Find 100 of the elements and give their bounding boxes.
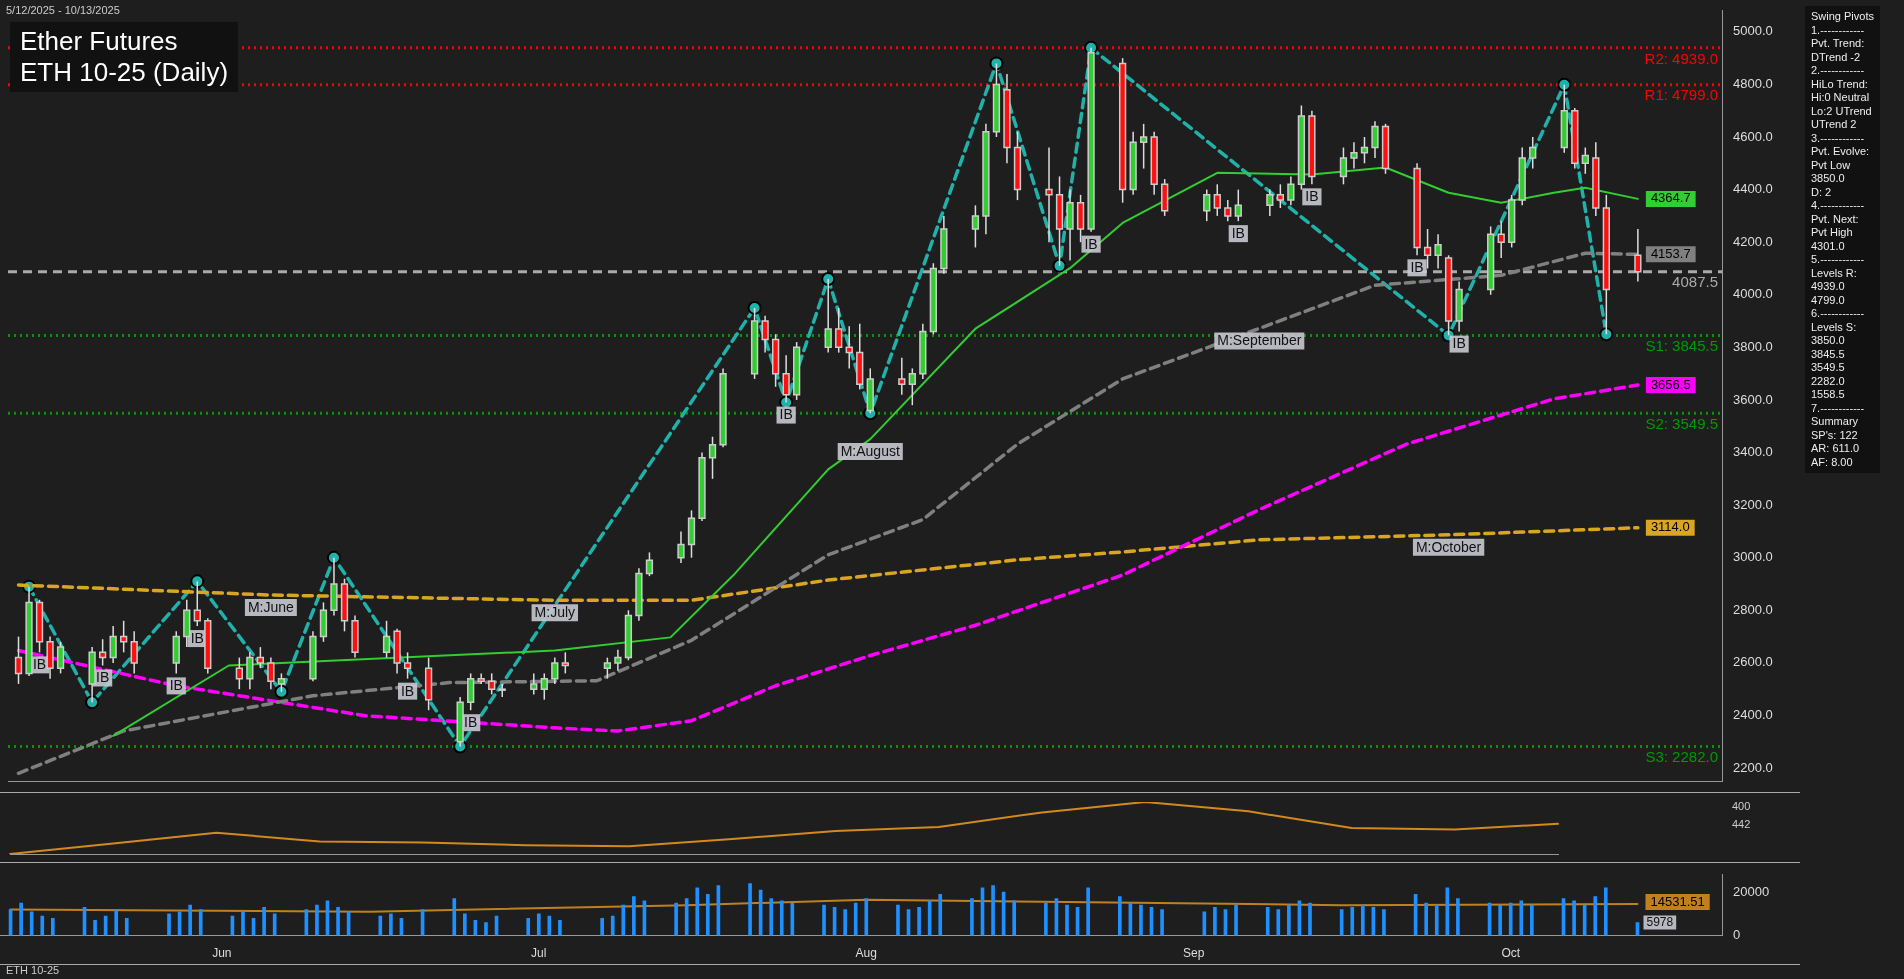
ref-line-label: R2: 4939.0 [1644, 49, 1718, 67]
data-label: 3114.0 [1650, 519, 1690, 535]
y-tick-label: 2600.0 [1733, 654, 1773, 670]
y-tick-label: 2800.0 [1733, 601, 1773, 617]
bar [526, 917, 531, 936]
bar [1012, 900, 1017, 936]
bar [1360, 904, 1365, 936]
y-tick-label: 5000.0 [1733, 23, 1773, 39]
data-label: 4153.7 [1650, 245, 1691, 261]
point [190, 574, 205, 589]
bar [167, 913, 171, 936]
y-tick-label: 3600.0 [1733, 391, 1773, 407]
bar [600, 917, 604, 936]
bar [769, 898, 774, 936]
bar [1445, 887, 1450, 936]
annotation: 5978 [1646, 914, 1674, 929]
bar [378, 915, 383, 936]
y-tick-label: 3000.0 [1733, 549, 1773, 565]
x-tick-label: Oct [1501, 946, 1521, 961]
x-tick-label: Sep [1183, 946, 1205, 961]
y-tick-label: 0 [1733, 927, 1741, 943]
bar [917, 907, 921, 936]
bar [558, 920, 562, 936]
bar [463, 913, 467, 936]
bar [632, 896, 636, 936]
bar [970, 898, 974, 936]
ref-line-label: 4087.5 [1672, 273, 1718, 291]
bar [896, 904, 900, 936]
annotation: IB [1305, 188, 1319, 205]
y-tick-label: 4800.0 [1733, 76, 1773, 91]
annotation: IB [464, 714, 478, 731]
bar [1044, 902, 1048, 936]
bar [610, 915, 615, 936]
bar [1530, 904, 1534, 936]
bar [1265, 907, 1270, 936]
y-tick-label: 4200.0 [1733, 233, 1773, 249]
y-tick-label: 4000.0 [1733, 286, 1773, 302]
line-series [16, 525, 1640, 603]
bar [843, 909, 847, 936]
bar [853, 902, 858, 936]
bar [1382, 909, 1386, 936]
bar [124, 917, 129, 936]
bar [262, 907, 266, 936]
annotation: IB [779, 406, 793, 423]
point [989, 56, 1004, 71]
text: ETH 10-25 (Daily) [20, 57, 229, 87]
bar [272, 913, 277, 936]
bar [1424, 902, 1429, 936]
bar [779, 900, 784, 936]
bar [1508, 902, 1513, 936]
ref-line-label: S1: 3845.5 [1645, 337, 1718, 355]
bar [1572, 900, 1576, 936]
bar [1139, 904, 1143, 936]
point [747, 300, 762, 315]
y-tick-label: 3800.0 [1733, 338, 1773, 354]
y-tick-label: 2400.0 [1733, 707, 1773, 723]
bar [1287, 904, 1291, 936]
annotation: M:July [534, 604, 576, 621]
bar [705, 894, 710, 936]
y-tick-label: 2200.0 [1733, 759, 1773, 775]
annotation: M:June [247, 598, 295, 615]
point [1557, 77, 1572, 92]
bar [40, 915, 45, 936]
x-tick-label: Jul [531, 946, 547, 961]
bar [1234, 904, 1238, 936]
text: Ether Futures [20, 26, 178, 56]
bar [389, 913, 393, 936]
x-tick-label: Aug [855, 946, 877, 961]
bar [1603, 887, 1608, 936]
text: Swing Pivots 1.------------ Pvt. Trend: DTrend -2 2.------------ HiLo Trend: Hi:0 Neutral Lo:2 UTrend UTrend 2 3.------------ Pvt. Evolve: Pvt Low 3850.0 D: 2 4.------------ Pvt. Next: Pvt High 4301.0 5.------------ Levels R: 4939.0 4799.0 6.------------ Levels S: 3850.0 3845.5 3549.5 2282.0 1558.5 7.------------ Summary SP's: 122 AR: 611.0 AF: 8.00 [1811, 10, 1874, 468]
bar [114, 909, 119, 936]
bar [50, 917, 55, 936]
y-tick-label: 3200.0 [1733, 496, 1773, 512]
annotation: M:August [840, 442, 900, 459]
bar [1498, 904, 1502, 936]
bar [1213, 907, 1217, 936]
bar [1519, 900, 1524, 936]
bar [536, 913, 541, 936]
bar [1339, 909, 1344, 936]
bar [1065, 904, 1069, 936]
annotation: IB [169, 677, 183, 694]
data-label: 4364.7 [1650, 190, 1691, 206]
bar [1276, 909, 1281, 936]
y-tick-label: 20000 [1733, 883, 1770, 899]
ref-line-label: R1: 4799.0 [1644, 86, 1718, 104]
annotation: 5/12/2025 - 10/13/2025 [6, 4, 120, 16]
bar [188, 904, 192, 936]
bar [241, 911, 245, 936]
line-series [16, 383, 1640, 733]
annotation: IB [190, 629, 204, 646]
bar [19, 902, 23, 936]
point [274, 684, 289, 699]
bar [336, 907, 340, 936]
data-label: 3656.5 [1650, 376, 1691, 392]
annotation: IB [1084, 235, 1098, 252]
annotation: M:September [1217, 332, 1302, 349]
bar [991, 885, 995, 936]
bar [1350, 907, 1355, 936]
bar [198, 909, 203, 936]
bar [93, 920, 97, 936]
